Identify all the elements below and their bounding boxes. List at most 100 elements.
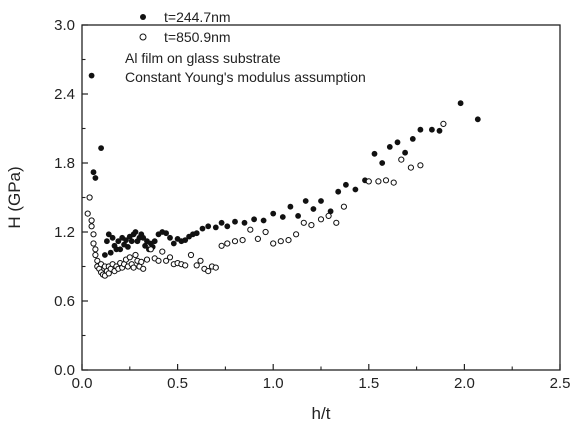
legend: t=244.7nm t=850.9nm Al film on glass sub…	[125, 9, 366, 85]
data-point-filled	[218, 219, 225, 226]
data-point-filled	[151, 238, 158, 245]
data-point-filled	[327, 208, 334, 215]
data-point-filled	[241, 219, 248, 226]
data-point-filled	[142, 242, 149, 249]
data-point-filled	[386, 144, 393, 150]
data-point-filled	[90, 169, 97, 176]
data-point-open	[325, 212, 332, 219]
data-point-open	[205, 268, 212, 275]
data-point-open	[382, 177, 390, 184]
data-point-filled	[98, 145, 104, 152]
legend-label-series-2: t=850.9nm	[164, 29, 231, 45]
data-point-filled	[352, 186, 359, 193]
data-point-open	[300, 219, 307, 226]
data-point-open	[254, 235, 261, 242]
data-point-filled	[128, 238, 135, 245]
y-tick-label: 3.0	[54, 17, 75, 34]
data-point-filled	[125, 244, 131, 250]
data-point-filled	[371, 150, 378, 157]
data-point-open	[90, 240, 97, 247]
x-tick-label: 0.5	[167, 375, 188, 392]
data-point-open	[92, 246, 99, 253]
legend-label-series-1: t=244.7nm	[164, 9, 231, 25]
ticks	[81, 24, 561, 371]
data-point-filled	[335, 188, 342, 195]
data-point-filled	[457, 100, 464, 107]
data-point-open	[333, 219, 340, 226]
data-point-open	[130, 264, 137, 271]
data-point-open	[197, 257, 204, 264]
data-point-filled	[132, 229, 139, 235]
data-point-filled	[379, 160, 386, 166]
y-tick-label: 0.0	[54, 362, 75, 379]
data-point-filled	[429, 126, 435, 133]
data-point-open	[308, 222, 315, 229]
y-tick-label: 0.6	[54, 293, 75, 310]
data-point-open	[262, 228, 269, 236]
data-point-open	[340, 203, 347, 210]
data-point-filled	[224, 223, 231, 230]
data-point-filled	[417, 126, 424, 133]
data-point-filled	[193, 230, 200, 237]
x-tick-label: 1.5	[358, 375, 379, 392]
data-point-open	[92, 251, 99, 259]
data-point-filled	[270, 210, 277, 217]
data-point-open	[247, 226, 254, 233]
data-point-open	[166, 254, 174, 261]
data-point-filled	[394, 139, 401, 146]
data-point-filled	[302, 198, 309, 204]
x-axis-title: h/t	[312, 404, 331, 423]
data-point-open	[138, 258, 145, 265]
x-tick-label: 1.0	[263, 375, 284, 392]
data-point-filled	[105, 231, 112, 238]
data-point-open	[218, 242, 225, 249]
data-point-filled	[170, 240, 177, 247]
data-point-open	[143, 256, 151, 263]
data-point-open	[231, 238, 239, 245]
y-tick-labels: 0.0 0.6 1.2 1.8 2.4 3.0	[54, 17, 75, 379]
data-point-open	[193, 262, 200, 269]
data-point-filled	[436, 127, 443, 134]
y-tick-label: 2.4	[54, 86, 75, 103]
data-point-filled	[205, 223, 212, 230]
legend-entry-series-1: t=244.7nm	[140, 9, 231, 25]
data-point-filled	[92, 175, 99, 181]
data-point-open	[277, 238, 284, 245]
data-point-open	[224, 240, 231, 247]
data-point-filled	[279, 214, 286, 220]
legend-marker-open-circle	[139, 33, 147, 41]
data-point-open	[293, 231, 300, 238]
series-2	[84, 120, 447, 279]
data-point-filled	[167, 234, 173, 241]
data-point-filled	[402, 149, 408, 156]
legend-entry-series-2: t=850.9nm	[139, 29, 231, 45]
data-point-open	[212, 264, 219, 271]
data-point-filled	[212, 224, 219, 231]
data-point-open	[147, 246, 154, 253]
data-point-filled	[310, 206, 317, 212]
data-point-open	[365, 178, 372, 185]
data-point-filled	[104, 238, 110, 245]
data-point-filled	[232, 218, 238, 225]
data-point-open	[84, 210, 91, 217]
data-point-filled	[343, 181, 349, 188]
data-point-open	[88, 223, 95, 230]
data-point-filled	[140, 234, 147, 241]
data-point-open	[90, 231, 97, 238]
x-tick-label: 2.0	[454, 375, 475, 392]
data-point-filled	[318, 198, 324, 204]
data-point-filled	[123, 237, 129, 244]
data-point-open	[140, 265, 147, 272]
data-point-open	[88, 217, 95, 224]
y-tick-label: 1.8	[54, 155, 75, 172]
plot-area: 0.0 0.5 1.0 1.5 2.0 2.5 0.0 0.6 1.2 1.8 2.4 3.0	[54, 17, 570, 392]
data-point-open	[398, 156, 405, 163]
data-point-filled	[102, 252, 108, 258]
data-point-open	[239, 237, 246, 244]
data-point-open	[317, 216, 325, 223]
data-point-open	[159, 248, 166, 255]
data-point-filled	[260, 217, 267, 224]
data-point-open	[187, 251, 195, 259]
data-point-filled	[251, 216, 257, 223]
